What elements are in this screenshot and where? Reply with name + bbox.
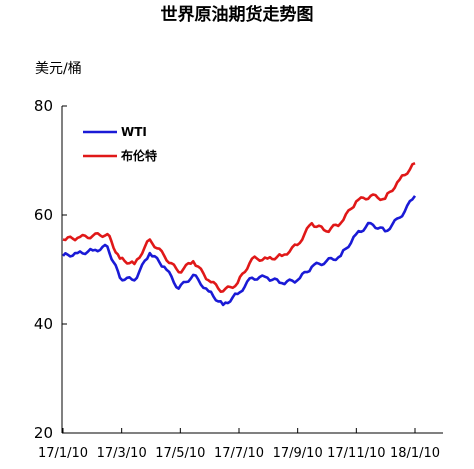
series-lines (62, 162, 417, 307)
y-tick-label: 20 (34, 424, 53, 442)
x-tick-label: 17/3/10 (97, 446, 147, 461)
legend-label: WTI (121, 125, 147, 139)
chart-title: 世界原油期货走势图 (161, 4, 314, 25)
y-tick-label: 40 (34, 315, 53, 333)
x-tick-label: 17/5/10 (155, 446, 205, 461)
x-tick-label: 17/7/10 (214, 446, 264, 461)
series-line-brent (62, 162, 416, 294)
y-tick-label: 80 (34, 97, 53, 115)
x-tick-label: 17/1/10 (38, 446, 88, 461)
x-tick-label: 17/11/10 (327, 446, 385, 461)
x-tick-label: 17/9/10 (273, 446, 323, 461)
y-ticks: 20 40 60 80 (34, 97, 67, 442)
y-unit-label: 美元/桶 (35, 61, 82, 77)
legend-label: 布伦特 (121, 148, 157, 163)
x-tick-label: 18/1/10 (390, 446, 440, 461)
y-tick-label: 60 (34, 206, 53, 224)
legend: WTI 布伦特 (83, 125, 157, 163)
x-ticks: 17/1/10 17/3/10 17/5/10 17/7/10 17/9/10 17/11… (38, 428, 440, 461)
series-line-wti (62, 195, 417, 307)
axes (61, 106, 443, 434)
